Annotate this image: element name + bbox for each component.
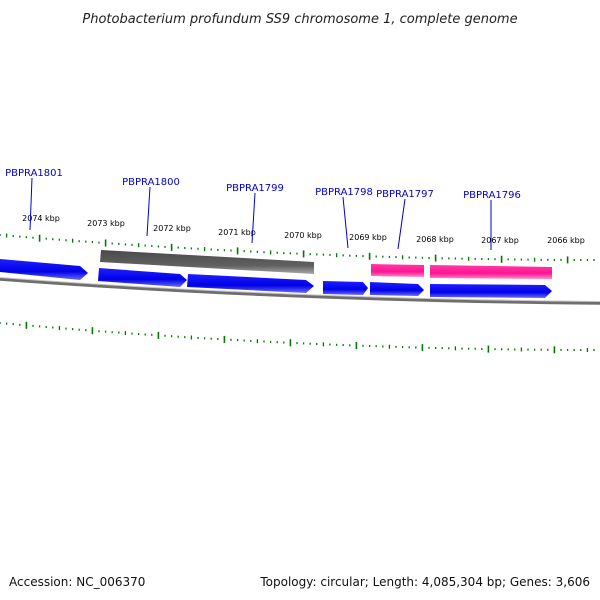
map-title: Photobacterium profundum SS9 chromosome … [82,12,517,27]
kbp-label: 2071 kbp [218,228,256,237]
gene-pbpra1797-feature[interactable] [371,264,424,277]
gene-pbpra1797-callout [397,198,406,250]
gene-pbpra1800-callout [146,186,151,237]
gene-label-pbpra1796[interactable]: PBPRA1796 [463,190,521,201]
gene-pbpra1799-callout [251,192,256,244]
kbp-label: 2069 kbp [349,233,387,242]
outer-tick-track [0,321,595,354]
gene-label-pbpra1801[interactable]: PBPRA1801 [5,168,63,179]
genome-summary-text: Topology: circular; Length: 4,085,304 bp… [259,575,590,589]
gene-pbpra1801-feature[interactable] [0,259,88,280]
inner-tick-track [0,233,595,264]
gene-pbpra1796-feature[interactable] [430,265,552,279]
kbp-label: 2066 kbp [547,236,585,245]
chromosome-backbone [0,277,600,305]
kbp-label: 2070 kbp [284,231,322,240]
gene-pbpra1800-feature[interactable] [100,250,314,274]
gene-label-pbpra1800[interactable]: PBPRA1800 [122,177,180,188]
gene-pbpra1798-feature[interactable] [323,281,368,295]
accession-text: Accession: NC_006370 [9,575,145,589]
gene-pbpra1799-feature[interactable] [187,274,314,293]
gene-label-pbpra1798[interactable]: PBPRA1798 [315,187,373,198]
gene-pbpra1801-callout [29,177,33,231]
chromosome-backbone-highlight [0,277,600,302]
gene-label-pbpra1797[interactable]: PBPRA1797 [376,189,434,200]
kbp-label: 2073 kbp [87,219,125,228]
gene-feature[interactable] [430,284,552,298]
kbp-label: 2074 kbp [22,214,60,223]
kbp-label: 2068 kbp [416,235,454,244]
gene-feature[interactable] [98,268,187,287]
gene-feature[interactable] [370,282,424,296]
kbp-label: 2067 kbp [481,236,519,245]
gene-pbpra1798-callout [342,196,349,249]
gene-label-pbpra1799[interactable]: PBPRA1799 [226,183,284,194]
kbp-label: 2072 kbp [153,224,191,233]
